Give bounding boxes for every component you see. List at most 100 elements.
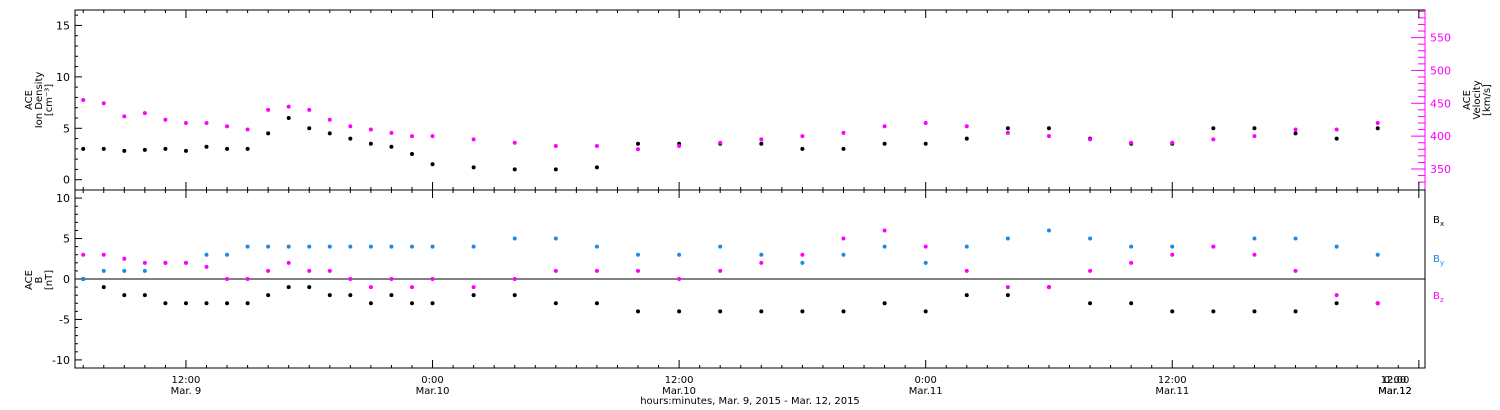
by-point xyxy=(368,244,373,249)
velocity-tick-label: 550 xyxy=(1430,32,1451,45)
density-tick-label: 15 xyxy=(56,19,70,32)
bx-point xyxy=(1334,301,1339,306)
by-legend: B y xyxy=(1433,254,1444,267)
velocity-point xyxy=(142,111,147,116)
bz-point xyxy=(245,277,250,281)
ion-density-point xyxy=(307,126,312,131)
top-panel-frame xyxy=(74,9,1426,191)
ion-density-point xyxy=(142,147,147,152)
ion-density-point xyxy=(225,146,230,151)
velocity-point xyxy=(286,104,291,109)
velocity-point xyxy=(1334,127,1339,132)
bz-point xyxy=(348,277,353,281)
by-point xyxy=(81,277,86,281)
b-field-tick-label: 5 xyxy=(63,233,70,246)
bx-point xyxy=(245,301,250,306)
by-point xyxy=(882,244,887,249)
bx-point xyxy=(286,285,291,290)
velocity-point xyxy=(1252,134,1257,139)
ion-density-point xyxy=(430,162,435,167)
bz-point xyxy=(677,277,682,281)
bx-legend: B x xyxy=(1433,215,1444,228)
bx-point xyxy=(1293,309,1298,314)
by-point xyxy=(286,244,291,249)
by-legend-sub: y xyxy=(1440,259,1444,267)
velocity-point xyxy=(1046,134,1051,139)
bz-point xyxy=(81,252,86,257)
bz-legend-label: B xyxy=(1433,291,1440,302)
ion-density-point xyxy=(553,167,558,172)
by-legend-label: B xyxy=(1433,254,1440,265)
velocity-tick-label: 500 xyxy=(1430,64,1451,77)
ion-density-point xyxy=(245,146,250,151)
velocity-point xyxy=(204,120,209,125)
bz-point xyxy=(718,268,723,273)
bz-point xyxy=(594,268,599,273)
by-point xyxy=(225,252,230,257)
x-tick-date-label: Mar.11 xyxy=(1155,386,1189,397)
bz-point xyxy=(471,285,476,290)
density-tick-label: 0 xyxy=(63,174,70,187)
by-point xyxy=(1334,244,1339,249)
velocity-axis-title-line2: Velocity xyxy=(1472,80,1483,119)
bx-point xyxy=(389,293,394,298)
bz-point xyxy=(389,277,394,281)
x-tick-time-label: 0:00 xyxy=(421,375,443,386)
x-tick-date-label: Mar.12 xyxy=(1378,386,1412,397)
ion-density-point xyxy=(122,148,127,153)
x-axis-title: hours:minutes, Mar. 9, 2015 - Mar. 12, 2… xyxy=(640,396,860,407)
velocity-point xyxy=(409,134,414,139)
bx-point xyxy=(368,301,373,306)
velocity-axis-title-line1: ACE xyxy=(1462,90,1473,110)
bx-point xyxy=(718,309,723,314)
velocity-point xyxy=(1293,127,1298,132)
bx-point xyxy=(1129,301,1134,306)
velocity-point xyxy=(553,143,558,148)
bx-point xyxy=(225,301,230,306)
bz-point xyxy=(1170,252,1175,257)
by-point xyxy=(245,244,250,249)
bx-point xyxy=(204,301,209,306)
bz-point xyxy=(1293,268,1298,273)
by-point xyxy=(553,236,558,241)
by-point xyxy=(800,260,805,265)
ion-density-point xyxy=(1293,131,1298,136)
bx-point xyxy=(183,301,188,306)
bz-point xyxy=(841,236,846,241)
bz-point xyxy=(101,252,106,257)
bz-legend-sub: z xyxy=(1440,296,1444,304)
by-point xyxy=(142,268,147,273)
ion-density-point xyxy=(1375,126,1380,131)
by-point xyxy=(841,252,846,257)
velocity-point xyxy=(1375,120,1380,125)
bx-point xyxy=(348,293,353,298)
by-point xyxy=(204,252,209,257)
b-field-tick-label: -5 xyxy=(59,313,70,326)
by-point xyxy=(759,252,764,257)
velocity-point xyxy=(245,127,250,132)
velocity-point xyxy=(594,143,599,148)
by-point xyxy=(1375,252,1380,257)
bz-legend: B z xyxy=(1433,291,1444,304)
bx-point xyxy=(266,293,271,298)
velocity-point xyxy=(368,127,373,132)
bz-point xyxy=(553,268,558,273)
velocity-point xyxy=(225,124,230,129)
bz-point xyxy=(183,260,188,265)
bx-point xyxy=(759,309,764,314)
bz-point xyxy=(800,252,805,257)
bz-point xyxy=(1088,268,1093,273)
velocity-point xyxy=(923,120,928,125)
by-point xyxy=(677,252,682,257)
x-tick-time-label: 12:00 xyxy=(172,375,201,386)
bx-point xyxy=(923,309,928,314)
by-point xyxy=(471,244,476,249)
bz-point xyxy=(1375,301,1380,306)
velocity-tick-label: 450 xyxy=(1430,97,1451,110)
bz-point xyxy=(327,268,332,273)
by-point xyxy=(1170,244,1175,249)
x-tick-time-label: 0:00 xyxy=(914,375,936,386)
b-field-axis-title-line1: ACE xyxy=(24,270,35,290)
ion-density-point xyxy=(841,146,846,151)
